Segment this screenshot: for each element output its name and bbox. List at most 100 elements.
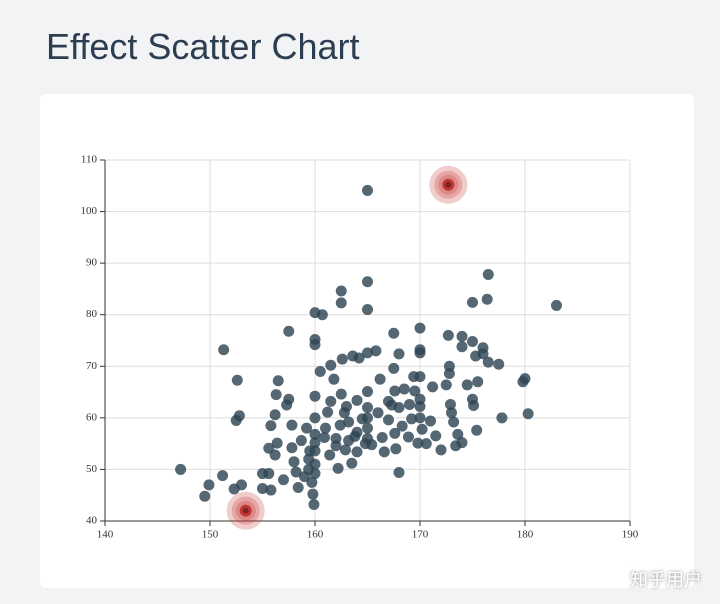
scatter-point [362, 304, 373, 316]
scatter-point [309, 339, 321, 351]
scatter-point [325, 395, 337, 407]
scatter-point [467, 296, 478, 308]
scatter-point [324, 449, 336, 461]
scatter-point [481, 293, 493, 305]
scatter-point [471, 424, 483, 436]
scatter-point [325, 359, 337, 371]
scatter-point [353, 352, 365, 364]
scatter-point [175, 463, 187, 475]
scatter-point [370, 345, 382, 357]
scatter-point [393, 467, 405, 479]
scatter-point [290, 466, 302, 478]
scatter-point [335, 285, 347, 297]
scatter-point [362, 386, 373, 398]
scatter-point [388, 362, 400, 374]
scatter-point [272, 375, 284, 387]
scatter-point [217, 470, 229, 482]
y-tick-label: 60 [86, 411, 98, 423]
scatter-point [308, 498, 320, 510]
scatter-point [330, 440, 342, 452]
scatter-point [414, 347, 426, 359]
x-tick-label: 160 [307, 529, 324, 541]
scatter-point [335, 297, 347, 309]
scatter-point [444, 398, 456, 410]
scatter-point [414, 371, 426, 383]
effect-core [242, 507, 249, 514]
scatter-point [309, 390, 321, 402]
scatter-point [493, 358, 505, 370]
scatter-point [278, 474, 289, 486]
scatter-point [420, 438, 432, 450]
scatter-point [316, 309, 328, 321]
scatter-point [551, 299, 562, 311]
scatter-point [231, 374, 243, 386]
x-tick-label: 150 [202, 529, 219, 541]
scatter-point [402, 431, 414, 443]
scatter-point [343, 416, 355, 428]
scatter-point [452, 428, 464, 440]
scatter-point [477, 348, 489, 360]
scatter-point [472, 376, 484, 388]
scatter-point [430, 430, 442, 442]
scatter-point [414, 401, 426, 413]
scatter-point [301, 422, 313, 434]
chart-card: 140 150 160 170 180 190 40 50 60 70 80 90 100 110 [40, 94, 694, 588]
scatter-point [389, 427, 401, 439]
y-tick-label: 90 [86, 257, 98, 269]
scatter-point [362, 422, 373, 434]
scatter-point [366, 439, 378, 451]
scatter-point [435, 444, 447, 456]
scatter-point [320, 422, 331, 434]
scatter-point [335, 388, 347, 400]
scatter-point [269, 449, 281, 461]
scatter-point [362, 347, 373, 359]
x-tick-label: 180 [517, 529, 534, 541]
scatter-point [468, 399, 480, 411]
scatter-point [406, 413, 418, 425]
y-tick-label: 70 [86, 360, 98, 372]
effect-core [445, 181, 452, 188]
scatter-point [393, 402, 405, 414]
scatter-point [286, 419, 298, 431]
scatter-point [461, 379, 473, 391]
scatter-point [448, 416, 460, 428]
scatter-point [519, 373, 531, 385]
scatter-point [404, 398, 415, 410]
scatter-point [334, 419, 346, 431]
scatter-point [522, 408, 534, 420]
scatter-point [309, 468, 321, 480]
scatter-point [283, 393, 295, 405]
scatter-point [328, 373, 340, 385]
scatter-point [456, 330, 468, 342]
scatter-point [257, 483, 268, 495]
scatter-point [265, 484, 277, 496]
scatter-point [218, 344, 230, 356]
scatter-point [199, 490, 211, 502]
scatter-point [318, 431, 330, 443]
scatter-point [306, 476, 318, 488]
scatter-point [467, 336, 478, 348]
scatter-point [389, 385, 401, 397]
scatter-point [376, 431, 388, 443]
scatter-point [351, 394, 363, 406]
watermark: 知乎用户 [630, 570, 702, 591]
scatter-point [346, 457, 358, 469]
scatter-point [396, 420, 408, 432]
scatter-point [283, 325, 295, 337]
x-tick-label: 140 [97, 529, 114, 541]
y-tick-label: 100 [81, 205, 98, 217]
page-title: Effect Scatter Chart [46, 26, 360, 67]
scatter-point [271, 437, 283, 449]
scatter-point [295, 435, 307, 447]
y-tick-label: 50 [86, 463, 98, 475]
scatter-point [307, 488, 319, 500]
scatter-point [309, 428, 321, 440]
chart: 140 150 160 170 180 190 40 50 60 70 80 90 100 110 [81, 154, 639, 541]
scatter-point [398, 383, 410, 395]
scatter-point [496, 412, 508, 424]
scatter-point [265, 420, 277, 432]
scatter-point [286, 442, 298, 454]
scatter-point [362, 276, 373, 288]
scatter-point [351, 426, 363, 438]
scatter-point [456, 437, 468, 449]
